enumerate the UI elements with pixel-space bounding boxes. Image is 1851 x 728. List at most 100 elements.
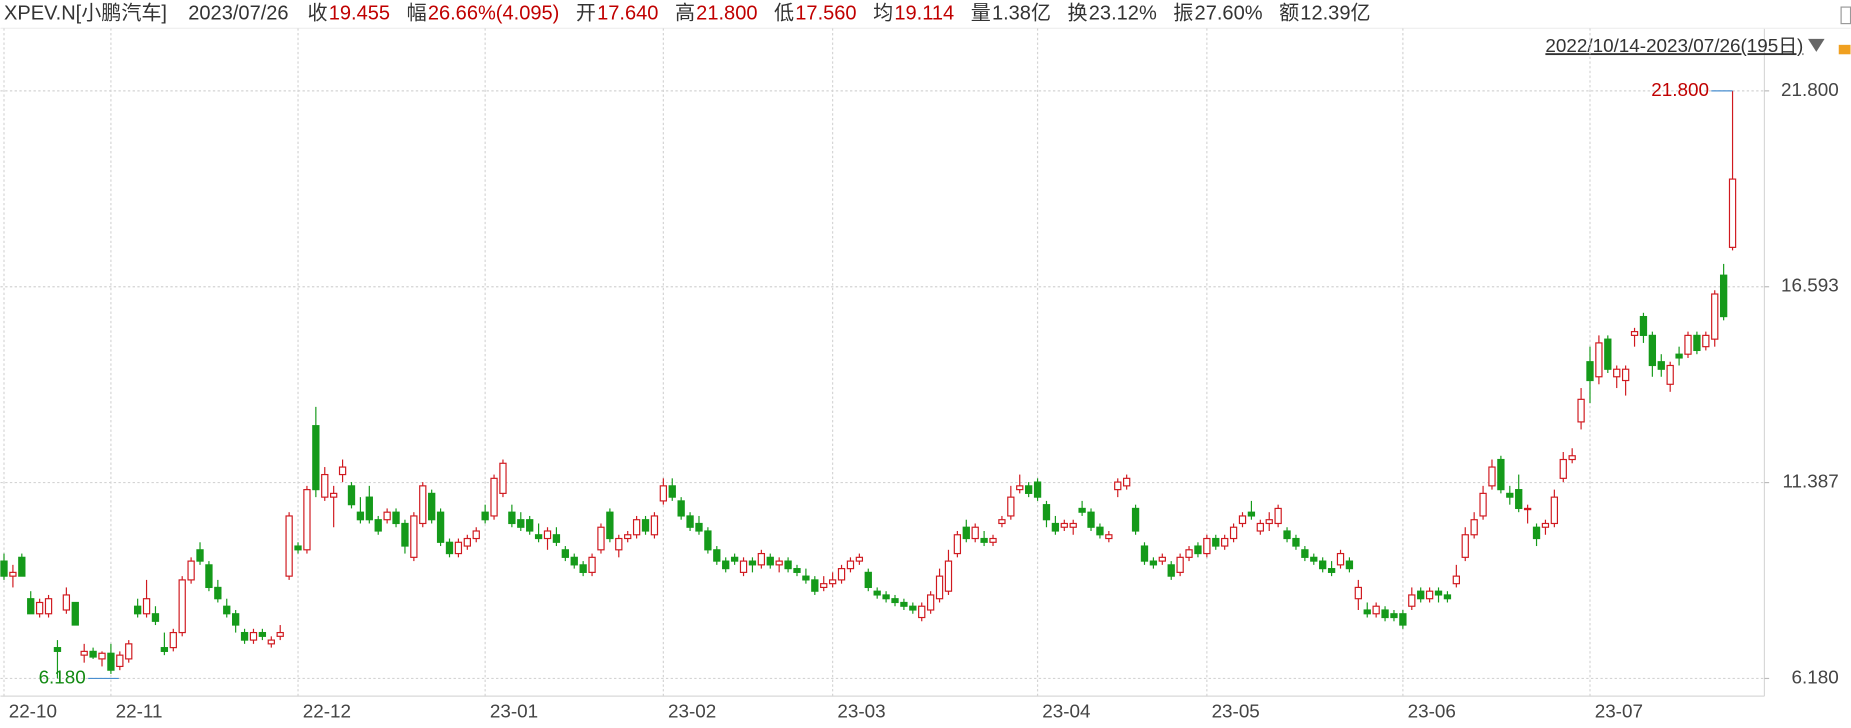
candle-body <box>1336 552 1345 566</box>
candle-body <box>1630 331 1639 336</box>
candle-body <box>205 564 213 589</box>
candle-body <box>775 560 783 566</box>
candle-body <box>935 575 944 600</box>
candle-body <box>900 601 908 607</box>
candle-body <box>1158 556 1166 562</box>
x-tick-label: 23-05 <box>1212 701 1260 722</box>
candle-body <box>1604 338 1612 370</box>
x-tick-label: 22-11 <box>116 701 163 722</box>
candle-body <box>490 477 498 517</box>
field-label: 收 <box>307 1 327 24</box>
candle-body <box>71 601 79 626</box>
x-tick-label: 23-06 <box>1408 701 1456 722</box>
candle-body <box>445 541 454 555</box>
candle-body <box>62 594 71 611</box>
candle-body <box>1648 334 1657 367</box>
candle-body <box>303 489 311 551</box>
candle-body <box>240 631 249 641</box>
field-value: 19.114 <box>894 2 954 24</box>
candle-body <box>1577 398 1585 423</box>
candle-body <box>543 530 552 540</box>
x-tick-label: 23-07 <box>1595 701 1643 722</box>
candle-body <box>1657 361 1665 370</box>
candle-body <box>481 511 489 521</box>
candle-body <box>1390 613 1398 619</box>
y-tick-label: 21.800 <box>1781 79 1839 100</box>
candle-body <box>1568 455 1576 461</box>
candle-body <box>27 598 35 615</box>
candle-body <box>989 537 997 543</box>
annotation-label: 6.180 <box>39 666 86 687</box>
x-tick-label: 23-02 <box>668 701 716 722</box>
candle-body <box>330 492 338 498</box>
candle-body <box>1114 481 1122 491</box>
field-label: 幅 <box>407 1 427 24</box>
date-range[interactable]: 2022/10/14-2023/07/26(195日) <box>1545 35 1803 56</box>
candle-body <box>1354 586 1362 600</box>
candle-body <box>1176 556 1184 573</box>
candle-body <box>285 515 293 577</box>
candle-body <box>160 647 169 652</box>
field-value: 19.455 <box>329 2 390 24</box>
candle-body <box>1550 496 1559 525</box>
candle-body <box>926 594 935 611</box>
candle-body <box>552 534 561 543</box>
candle-body <box>695 522 703 532</box>
candle-body <box>1711 293 1719 340</box>
candle-body <box>1702 334 1710 348</box>
candle-body <box>178 579 186 634</box>
candle-body <box>454 541 463 555</box>
candle-body <box>142 598 151 615</box>
info-icon[interactable] <box>1838 44 1851 55</box>
candle-body <box>971 526 979 540</box>
candle-body <box>597 526 605 551</box>
candle-body <box>1532 526 1541 540</box>
candle-body <box>1417 590 1425 600</box>
range-dropdown[interactable] <box>1808 38 1825 52</box>
candle-body <box>668 485 676 498</box>
candle-body <box>18 556 26 577</box>
candle-body <box>419 485 427 525</box>
candle-body <box>1408 594 1416 607</box>
candle-body <box>677 500 685 517</box>
candle-body <box>1345 560 1354 570</box>
candle-body <box>873 590 881 596</box>
candle-body <box>169 631 177 649</box>
candle-body <box>1613 368 1621 378</box>
candle-body <box>650 515 659 536</box>
candle-body <box>1131 507 1140 532</box>
candle-body <box>1719 274 1728 318</box>
candle-body <box>998 519 1006 525</box>
candle-body <box>1087 511 1095 528</box>
field-label: 均 <box>873 1 893 24</box>
candle-body <box>882 594 890 600</box>
candle-body <box>356 511 365 521</box>
candle-body <box>632 519 641 536</box>
candle-body <box>1185 549 1193 558</box>
candle-body <box>1274 507 1282 525</box>
annotation-label: 21.800 <box>1651 79 1709 100</box>
candle-body <box>1621 368 1630 382</box>
field-value: 27.60% <box>1195 2 1263 24</box>
candle-body <box>1051 522 1060 532</box>
candle-body <box>9 571 17 577</box>
candle-body <box>570 556 578 566</box>
candle-body <box>837 568 846 581</box>
candle-body <box>463 537 471 547</box>
candle-body <box>1069 522 1077 528</box>
candle-body <box>1515 489 1523 510</box>
candle-body <box>846 560 855 570</box>
candle-body <box>659 485 668 502</box>
field-label: 振 <box>1173 1 1193 24</box>
y-tick-label: 16.593 <box>1781 275 1839 296</box>
candle-body <box>1016 485 1024 491</box>
candle-body <box>1247 511 1256 517</box>
candle-body <box>258 631 267 637</box>
candle-body <box>918 605 926 619</box>
candle-body <box>1434 590 1443 596</box>
candle-body <box>1523 507 1532 511</box>
candle-body <box>249 631 258 641</box>
candle-body <box>1024 485 1033 494</box>
